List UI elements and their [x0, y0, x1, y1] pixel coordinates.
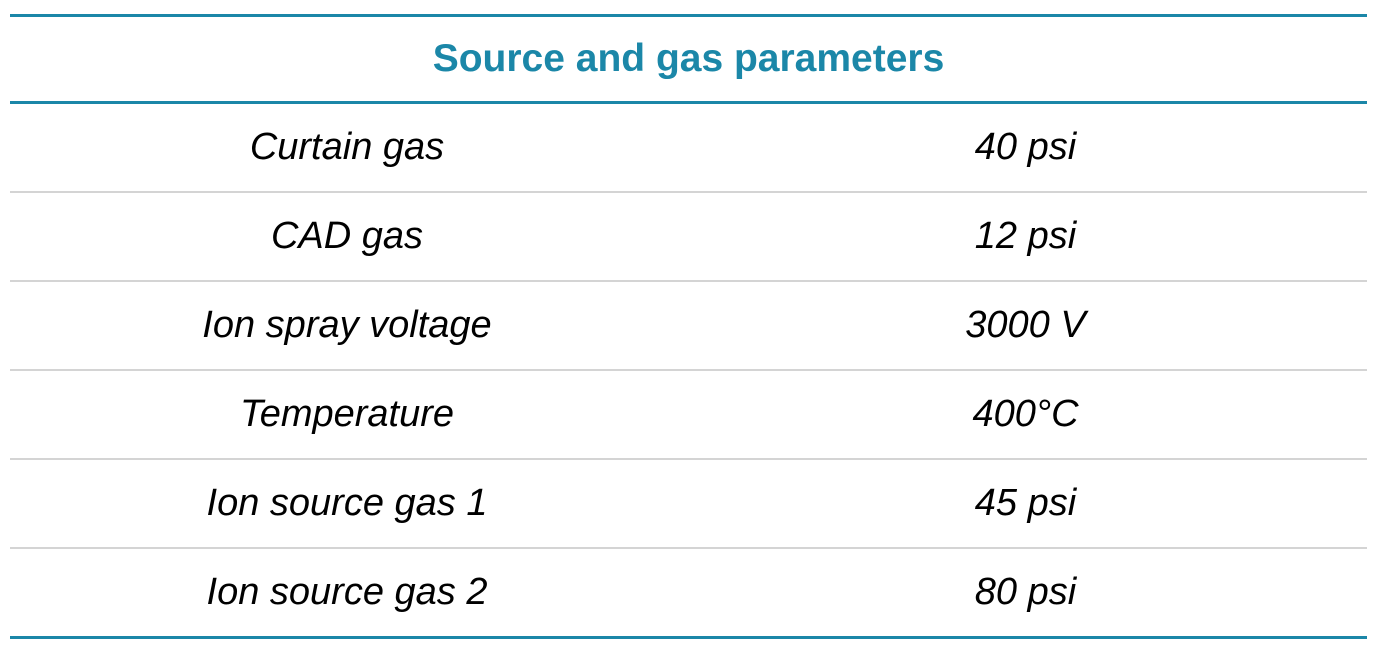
parameter-name: Ion source gas 1: [206, 482, 488, 524]
table-title: Source and gas parameters: [432, 37, 945, 80]
parameter-name: Ion spray voltage: [202, 304, 492, 346]
table: Source and gas parameters Curtain gas 40 …: [10, 14, 1367, 639]
table-row: Temperature 400°C: [10, 371, 1367, 460]
parameter-value: 12 psi: [974, 215, 1077, 257]
table-row: CAD gas 12 psi: [10, 193, 1367, 282]
table-header: Source and gas parameters: [10, 14, 1367, 104]
parameter-value: 400°C: [972, 393, 1079, 435]
table-row: Curtain gas 40 psi: [10, 104, 1367, 193]
table-row: Ion source gas 1 45 psi: [10, 460, 1367, 549]
parameter-value: 3000 V: [965, 304, 1086, 346]
parameter-value: 45 psi: [974, 482, 1077, 524]
table-row: Ion spray voltage 3000 V: [10, 282, 1367, 371]
parameter-value: 80 psi: [974, 571, 1077, 613]
table-row: Ion source gas 2 80 psi: [10, 549, 1367, 639]
parameter-name: CAD gas: [270, 215, 424, 257]
parameter-name: Ion source gas 2: [206, 571, 488, 613]
parameter-name: Curtain gas: [249, 126, 445, 168]
parameter-value: 40 psi: [974, 126, 1077, 168]
parameter-name: Temperature: [239, 393, 455, 435]
